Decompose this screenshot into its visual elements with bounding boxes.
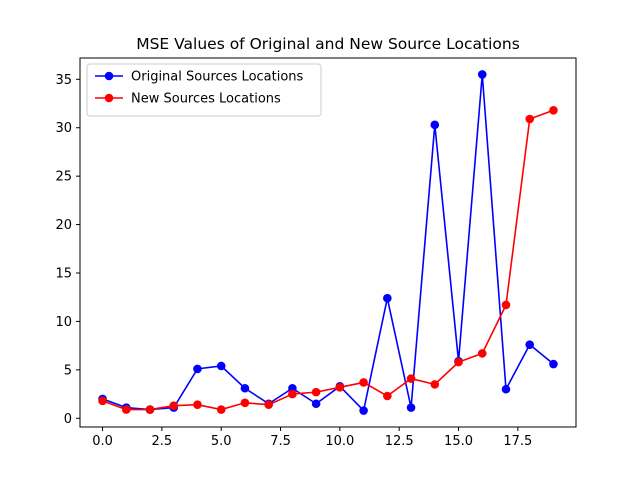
series-2-point [477, 349, 487, 358]
y-tick-label: 25 [55, 170, 72, 185]
series-2-point [359, 378, 368, 387]
legend: Original Sources Locations New Sources Lo… [86, 63, 322, 117]
x-tick-label: 0.0 [92, 434, 113, 449]
axes-frame [79, 57, 577, 428]
x-tick-label: 10.0 [325, 434, 354, 449]
series-1-point [549, 359, 558, 369]
axes: 0.0 2.5 5.0 7.5 10.0 12.5 15.0 17.5 0 5 10 15 20 25 30… [55, 57, 577, 449]
series-1-point [240, 383, 250, 393]
legend-label-2: New Sources Locations [131, 92, 281, 107]
series-2-point [501, 300, 511, 310]
legend-box [86, 63, 322, 117]
series-1-point [383, 293, 392, 303]
x-tick-label: 17.5 [503, 434, 532, 449]
series-2-point [240, 398, 250, 408]
series-2-point [98, 396, 107, 406]
chart-title: MSE Values of Original and New Source Lo… [136, 35, 520, 53]
legend-swatch-marker-1 [104, 71, 114, 81]
series-2-point [335, 382, 345, 392]
y-tick-label: 35 [55, 73, 72, 88]
series-1-point [430, 120, 440, 130]
series-2-point [216, 405, 226, 414]
series-2-point [288, 389, 297, 399]
legend-label-1: Original Sources Locations [131, 70, 304, 85]
series-2-point [121, 405, 131, 414]
series-1-point [359, 406, 368, 415]
series-2-point [454, 357, 463, 367]
series-1-point [477, 70, 487, 79]
x-tick-label: 7.5 [270, 434, 291, 449]
series-2-point [145, 405, 155, 414]
y-tick-label: 15 [55, 267, 72, 282]
y-tick-label: 10 [55, 315, 72, 330]
series-1-point [501, 384, 511, 394]
x-tick-label: 5.0 [211, 434, 232, 449]
series-2-point [406, 374, 416, 383]
series-2-point [169, 401, 179, 410]
x-tick-label: 12.5 [385, 434, 414, 449]
series-1-point [216, 361, 226, 371]
series-2-point [383, 391, 392, 401]
series-1-point [406, 403, 416, 412]
series-line-1 [102, 73, 554, 412]
y-tick-label: 20 [55, 218, 72, 233]
plot-area [98, 70, 558, 415]
y-tick-label: 0 [64, 412, 72, 427]
x-tick-label: 2.5 [152, 434, 173, 449]
series-1-point [525, 340, 535, 349]
series-2-point [311, 387, 321, 397]
x-tick-label: 15.0 [444, 434, 473, 449]
series-2-point [430, 380, 440, 389]
series-2-point [549, 106, 558, 115]
y-tick-label: 30 [55, 121, 72, 136]
series-2-point [193, 400, 202, 410]
y-tick-label: 5 [64, 363, 72, 378]
series-2-point [525, 114, 535, 124]
series-2-point [264, 400, 273, 410]
series-1-point [193, 364, 202, 374]
legend-swatch-marker-2 [104, 93, 114, 103]
series-1-point [311, 399, 321, 409]
